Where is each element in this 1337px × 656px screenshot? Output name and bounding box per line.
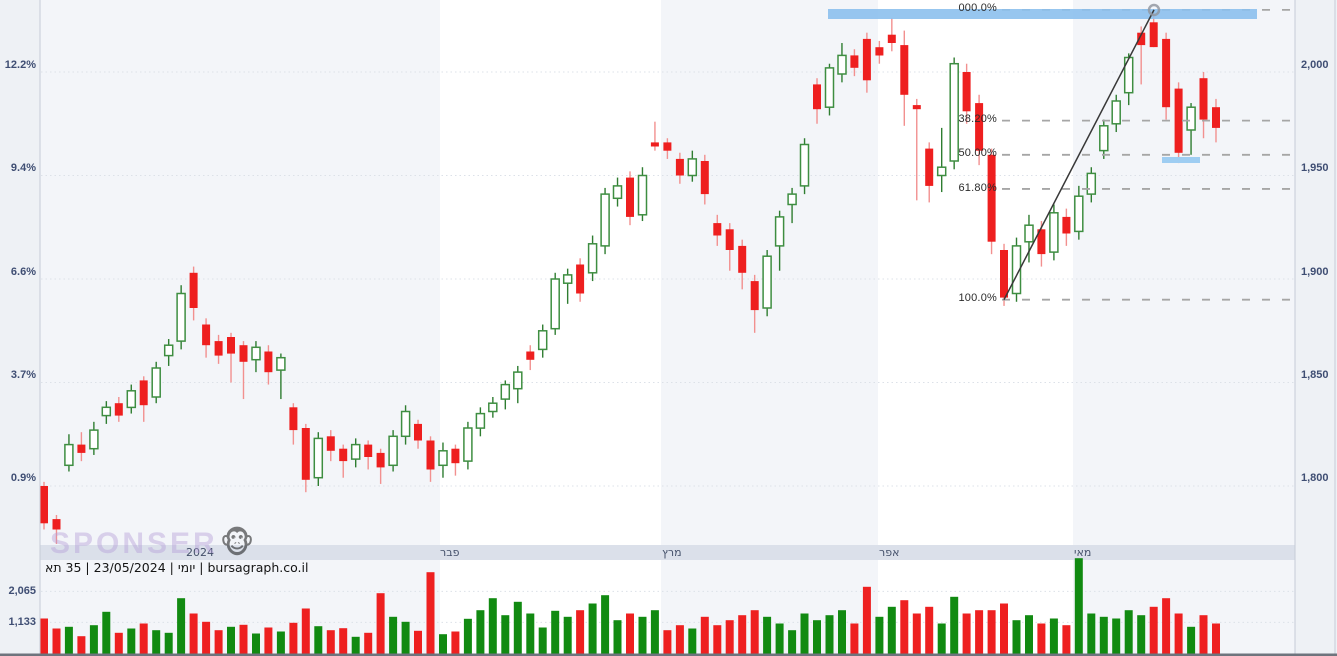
fib-label-0[interactable]: 000.0% — [958, 2, 997, 14]
right-axis-tick: 2,000 — [1301, 59, 1329, 71]
right-axis-tick: 1,950 — [1301, 162, 1329, 174]
fib-label-100[interactable]: 100.0% — [958, 292, 997, 304]
left-axis-tick: 9.4% — [10, 162, 36, 174]
right-axis-tick: 1,800 — [1301, 472, 1329, 484]
fib-label-618[interactable]: 61.80% — [958, 182, 997, 194]
left-axis-tick: 6.6% — [10, 266, 36, 278]
left-axis-tick: 3.7% — [10, 369, 36, 381]
right-axis-tick: 1,900 — [1301, 266, 1329, 278]
chart-info-line: יומי | 23/05/2024 | 35 תא | bursagraph.c… — [45, 560, 309, 575]
x-axis-month-feb: פבר — [440, 546, 460, 559]
x-axis-month-2024: 2024 — [186, 546, 214, 559]
right-axis-tick: 1,850 — [1301, 369, 1329, 381]
x-axis-month-may: מאי — [1074, 546, 1092, 559]
x-axis-month-apr: אפר — [879, 546, 900, 559]
x-axis-month-mar: מרץ — [662, 546, 682, 559]
left-axis-tick: 12.2% — [4, 59, 36, 71]
left-axis-tick: 0.9% — [10, 472, 36, 484]
volume-axis-tick: 2,065 — [8, 585, 36, 597]
fib-label-50[interactable]: 50.00% — [958, 147, 997, 159]
fib-label-382[interactable]: 38.20% — [958, 113, 997, 125]
volume-axis-tick: 1,133 — [8, 616, 36, 628]
